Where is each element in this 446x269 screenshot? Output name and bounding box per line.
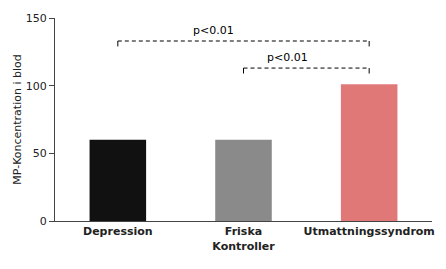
svg-text:Utmattningssyndrom: Utmattningssyndrom <box>304 225 435 238</box>
svg-text:FriskaKontroller: FriskaKontroller <box>212 225 275 252</box>
svg-text:p<0.01: p<0.01 <box>267 51 308 64</box>
svg-text:p<0.01: p<0.01 <box>193 24 234 37</box>
svg-text:MP-Koncentration i blod: MP-Koncentration i blod <box>11 54 24 184</box>
svg-text:Depression: Depression <box>83 225 153 238</box>
svg-text:50: 50 <box>33 147 47 160</box>
svg-text:150: 150 <box>26 12 47 25</box>
svg-text:100: 100 <box>26 80 47 93</box>
svg-text:0: 0 <box>40 215 47 228</box>
